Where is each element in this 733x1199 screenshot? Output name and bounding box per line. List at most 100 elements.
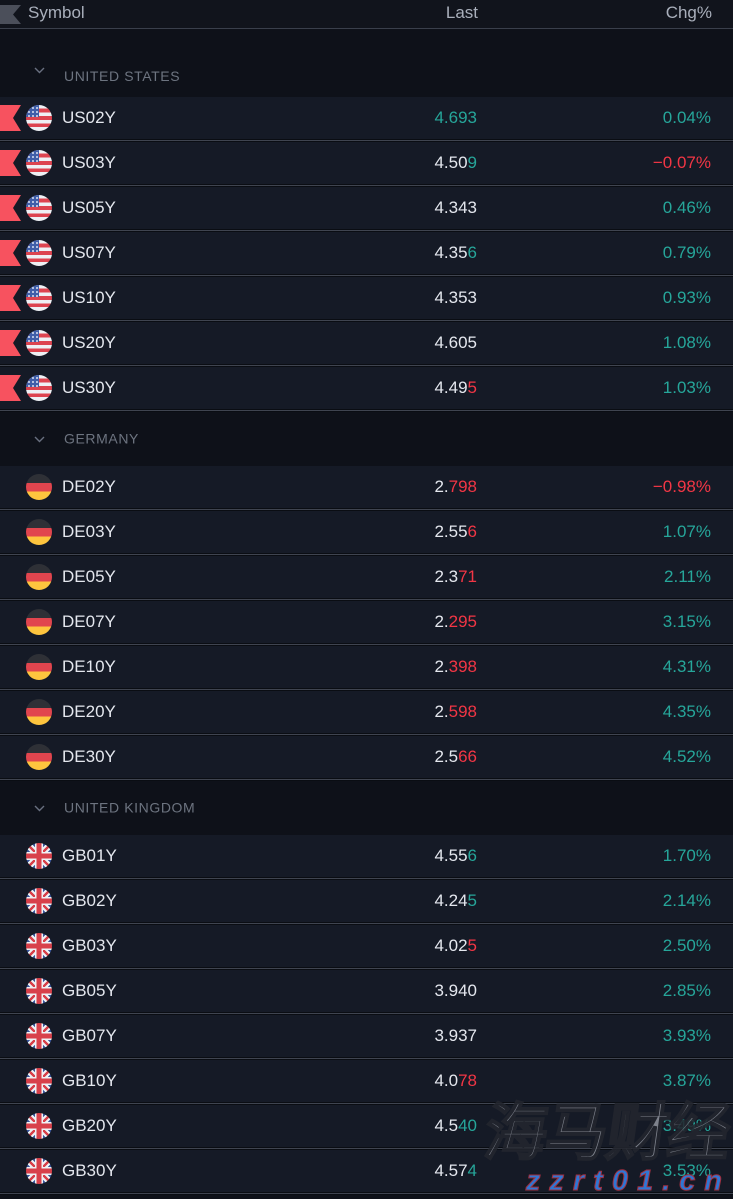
row-separator bbox=[0, 184, 733, 187]
country-flag-icon bbox=[26, 285, 52, 311]
flag-marker-icon[interactable] bbox=[0, 330, 21, 356]
change-percent: 4.35% bbox=[662, 702, 711, 721]
chg-column-header[interactable]: Chg% bbox=[665, 3, 712, 22]
row-separator bbox=[0, 877, 733, 880]
last-price: 3.937 bbox=[434, 1026, 477, 1045]
row-US03Y[interactable]: US03Y 4.509 −0.07% bbox=[0, 142, 733, 184]
last-price: 2.295 bbox=[434, 612, 477, 631]
last-price: 4.356 bbox=[434, 243, 477, 262]
symbol-label: GB07Y bbox=[62, 1026, 117, 1045]
last-column-header[interactable]: Last bbox=[445, 3, 478, 22]
row-separator bbox=[0, 1057, 733, 1060]
country-flag-icon bbox=[26, 609, 52, 635]
flag-column-icon[interactable] bbox=[0, 5, 21, 24]
last-price: 4.540 bbox=[434, 1116, 477, 1135]
country-flag-icon bbox=[26, 1158, 52, 1184]
row-separator bbox=[0, 688, 733, 691]
row-separator bbox=[0, 508, 733, 511]
last-price: 4.509 bbox=[434, 153, 477, 172]
row-separator bbox=[0, 319, 733, 322]
row-DE20Y[interactable]: DE20Y 2.598 4.35% bbox=[0, 691, 733, 733]
country-flag-icon bbox=[26, 474, 52, 500]
watchlist: UNITED STATES US02Y 4.693 0.04% US03Y 4.… bbox=[0, 29, 733, 1195]
section-header-germany[interactable]: GERMANY bbox=[0, 412, 733, 466]
row-DE03Y[interactable]: DE03Y 2.556 1.07% bbox=[0, 511, 733, 553]
flag-marker-icon[interactable] bbox=[0, 105, 21, 131]
row-GB02Y[interactable]: GB02Y 4.245 2.14% bbox=[0, 880, 733, 922]
change-percent: 0.04% bbox=[662, 108, 711, 127]
symbol-label: DE07Y bbox=[62, 612, 116, 631]
change-percent: 4.52% bbox=[662, 747, 711, 766]
row-GB07Y[interactable]: GB07Y 3.937 3.93% bbox=[0, 1015, 733, 1057]
row-US20Y[interactable]: US20Y 4.605 1.08% bbox=[0, 322, 733, 364]
country-flag-icon bbox=[26, 843, 52, 869]
flag-marker-icon[interactable] bbox=[0, 150, 21, 176]
last-price: 4.693 bbox=[434, 108, 477, 127]
row-DE05Y[interactable]: DE05Y 2.371 2.11% bbox=[0, 556, 733, 598]
row-separator bbox=[0, 364, 733, 367]
row-separator bbox=[0, 1102, 733, 1105]
country-flag-icon bbox=[26, 933, 52, 959]
symbol-label: DE30Y bbox=[62, 747, 116, 766]
last-price: 4.343 bbox=[434, 198, 477, 217]
section-name: UNITED STATES bbox=[64, 68, 181, 84]
country-flag-icon bbox=[26, 519, 52, 545]
last-price: 2.398 bbox=[434, 657, 477, 676]
change-percent: 3.49% bbox=[662, 1116, 711, 1135]
row-GB10Y[interactable]: GB10Y 4.078 3.87% bbox=[0, 1060, 733, 1102]
change-percent: 2.11% bbox=[664, 567, 711, 586]
symbol-label: GB05Y bbox=[62, 981, 117, 1000]
row-DE30Y[interactable]: DE30Y 2.566 4.52% bbox=[0, 736, 733, 778]
last-price: 3.940 bbox=[434, 981, 477, 1000]
country-flag-icon bbox=[26, 1113, 52, 1139]
change-percent: 4.31% bbox=[662, 657, 711, 676]
row-US02Y[interactable]: US02Y 4.693 0.04% bbox=[0, 97, 733, 139]
symbol-label: DE10Y bbox=[62, 657, 116, 676]
row-GB03Y[interactable]: GB03Y 4.025 2.50% bbox=[0, 925, 733, 967]
country-flag-icon bbox=[26, 330, 52, 356]
change-percent: 3.15% bbox=[662, 612, 711, 631]
row-DE07Y[interactable]: DE07Y 2.295 3.15% bbox=[0, 601, 733, 643]
flag-marker-icon[interactable] bbox=[0, 375, 21, 401]
row-GB05Y[interactable]: GB05Y 3.940 2.85% bbox=[0, 970, 733, 1012]
row-GB20Y[interactable]: GB20Y 4.540 3.49% bbox=[0, 1105, 733, 1147]
row-US05Y[interactable]: US05Y 4.343 0.46% bbox=[0, 187, 733, 229]
last-price: 4.078 bbox=[434, 1071, 477, 1090]
symbol-label: DE03Y bbox=[62, 522, 116, 541]
flag-marker-icon[interactable] bbox=[0, 285, 21, 311]
row-separator bbox=[0, 229, 733, 232]
row-GB01Y[interactable]: GB01Y 4.556 1.70% bbox=[0, 835, 733, 877]
last-price: 2.556 bbox=[434, 522, 477, 541]
section-header-united-states[interactable]: UNITED STATES bbox=[0, 29, 733, 97]
change-percent: −0.07% bbox=[652, 153, 711, 172]
row-separator bbox=[0, 778, 733, 781]
row-US07Y[interactable]: US07Y 4.356 0.79% bbox=[0, 232, 733, 274]
row-DE10Y[interactable]: DE10Y 2.398 4.31% bbox=[0, 646, 733, 688]
row-US10Y[interactable]: US10Y 4.353 0.93% bbox=[0, 277, 733, 319]
country-flag-icon bbox=[26, 1068, 52, 1094]
change-percent: 3.93% bbox=[662, 1026, 711, 1045]
country-flag-icon bbox=[26, 240, 52, 266]
symbol-label: GB01Y bbox=[62, 846, 117, 865]
symbol-column-header[interactable]: Symbol bbox=[28, 3, 85, 22]
section-header-united-kingdom[interactable]: UNITED KINGDOM bbox=[0, 781, 733, 835]
row-separator bbox=[0, 643, 733, 646]
last-price: 4.495 bbox=[434, 378, 477, 397]
change-percent: 1.03% bbox=[662, 378, 711, 397]
row-GB30Y[interactable]: GB30Y 4.574 3.53% bbox=[0, 1150, 733, 1192]
flag-marker-icon[interactable] bbox=[0, 240, 21, 266]
symbol-label: GB03Y bbox=[62, 936, 117, 955]
flag-marker-icon[interactable] bbox=[0, 195, 21, 221]
change-percent: 3.87% bbox=[662, 1071, 711, 1090]
country-flag-icon bbox=[26, 888, 52, 914]
change-percent: 1.70% bbox=[662, 846, 711, 865]
symbol-label: DE20Y bbox=[62, 702, 116, 721]
last-price: 4.574 bbox=[434, 1161, 477, 1180]
symbol-label: US30Y bbox=[62, 378, 116, 397]
row-DE02Y[interactable]: DE02Y 2.798 −0.98% bbox=[0, 466, 733, 508]
chevron-down-icon bbox=[34, 436, 45, 443]
change-percent: 2.14% bbox=[662, 891, 711, 910]
row-separator bbox=[0, 1192, 733, 1195]
country-flag-icon bbox=[26, 699, 52, 725]
row-US30Y[interactable]: US30Y 4.495 1.03% bbox=[0, 367, 733, 409]
